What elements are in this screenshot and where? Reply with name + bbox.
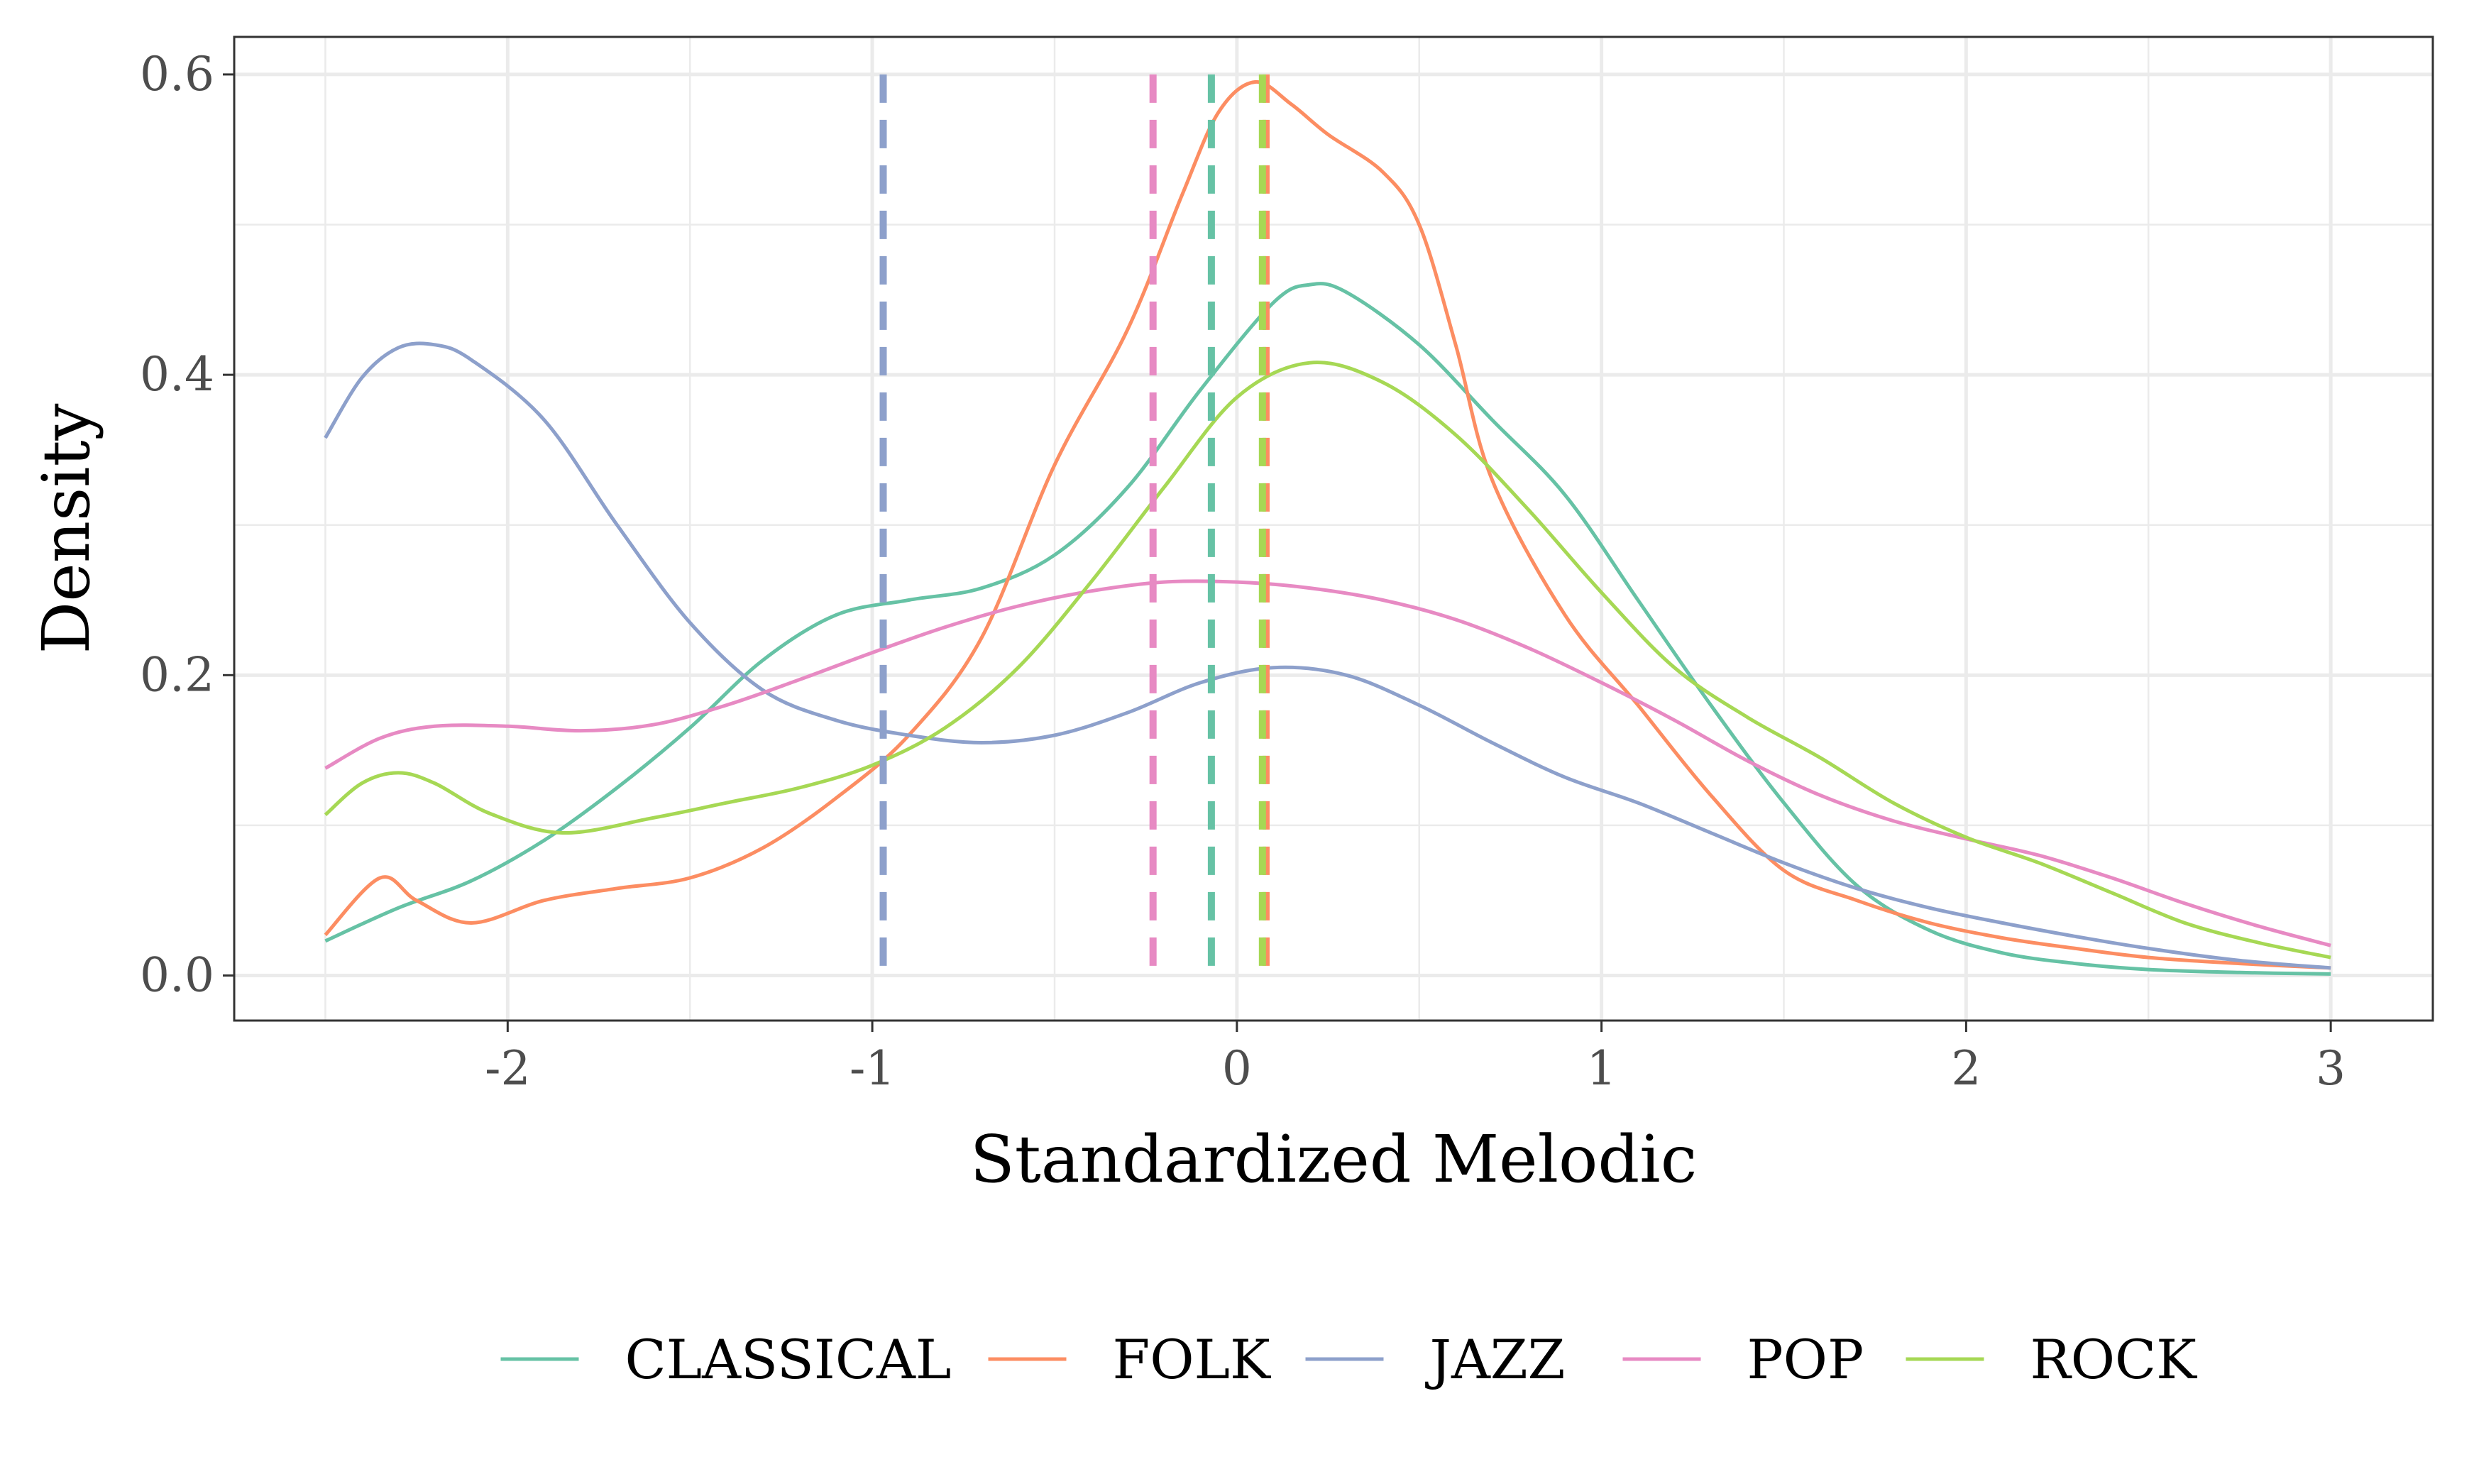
legend-label-folk: FOLK — [1113, 1328, 1272, 1391]
legend-label-jazz: JAZZ — [1425, 1328, 1566, 1391]
density-curve-pop — [324, 579, 2331, 947]
x-tick-label: 3 — [2316, 1041, 2346, 1096]
legend-item-folk: FOLK — [988, 1328, 1272, 1391]
legend-item-jazz: JAZZ — [1305, 1328, 1566, 1391]
y-tick-label: 0.0 — [140, 948, 214, 1003]
x-tick-label: 1 — [1587, 1041, 1617, 1096]
y-tick-label: 0.4 — [140, 347, 214, 402]
x-tick-label: 0 — [1222, 1041, 1252, 1096]
legend-item-pop: POP — [1622, 1328, 1864, 1391]
legend-label-pop: POP — [1747, 1328, 1864, 1391]
plot-panel — [234, 37, 2433, 1021]
x-tick-label: -1 — [850, 1041, 895, 1096]
legend-item-rock: ROCK — [1906, 1328, 2198, 1391]
legend-label-rock: ROCK — [2030, 1328, 2198, 1391]
x-tick-label: 2 — [1951, 1041, 1981, 1096]
y-axis-title: Density — [28, 403, 104, 654]
y-tick-label: 0.6 — [140, 47, 214, 101]
y-tick-label: 0.2 — [140, 647, 214, 702]
density-curve-classical — [324, 282, 2331, 976]
density-curve-rock — [324, 361, 2331, 960]
legend-label-classical: CLASSICAL — [625, 1328, 952, 1391]
density-curve-folk — [324, 79, 2331, 970]
panel-border — [233, 35, 2434, 1022]
legend: CLASSICAL FOLK JAZZ POP ROCK — [500, 1328, 2198, 1391]
density-curve-jazz — [324, 341, 2331, 970]
legend-item-classical: CLASSICAL — [500, 1328, 952, 1391]
x-tick-label: -2 — [485, 1041, 530, 1096]
x-axis-title: Standardized Melodic — [970, 1121, 1698, 1197]
